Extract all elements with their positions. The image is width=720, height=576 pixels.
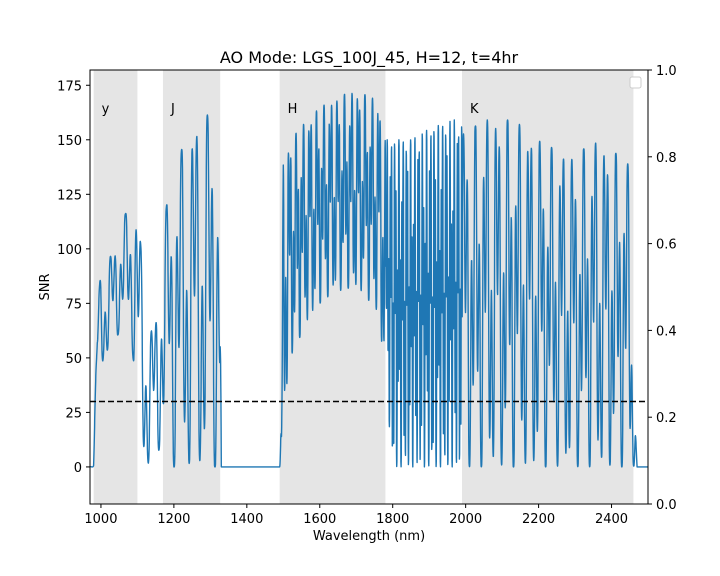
x-tick-label: 1200: [157, 512, 190, 527]
y-tick-label: 0: [74, 461, 82, 476]
x-tick-label: 1400: [230, 512, 263, 527]
y-tick-label: 125: [57, 188, 82, 203]
plot-border: [89, 69, 649, 505]
y-tick-label: 50: [65, 352, 82, 367]
chart-title: AO Mode: LGS_100J_45, H=12, t=4hr: [220, 48, 519, 68]
y2-tick-label: 0.4: [656, 324, 677, 339]
axis-ticks: 1000 1200 1400 1600 1800 2000 2200 2400 0 25 50 75 1…: [57, 64, 677, 527]
band-label-j: J: [170, 102, 175, 117]
legend-box: [629, 76, 642, 89]
x-tick-label: 2200: [522, 512, 555, 527]
y2-tick-label: 0.2: [656, 411, 677, 426]
y2-tick-label: 0.0: [656, 498, 677, 513]
x-tick-label: 2000: [449, 512, 482, 527]
band-label-h: H: [288, 102, 298, 117]
y-tick-label: 75: [65, 297, 82, 312]
y-tick-label: 100: [57, 243, 82, 258]
y2-tick-label: 0.6: [656, 238, 677, 253]
band-label-k: K: [470, 102, 479, 117]
x-tick-label: 2400: [595, 512, 628, 527]
x-tick-label: 1800: [376, 512, 409, 527]
snr-series: [89, 92, 649, 468]
x-axis-title: Wavelength (nm): [313, 529, 425, 544]
plot-frame: [89, 69, 649, 505]
y2-tick-label: 0.8: [656, 151, 677, 166]
y-axis-title: SNR: [38, 273, 53, 300]
band-label-y: y: [102, 102, 110, 117]
x-tick-label: 1000: [84, 512, 117, 527]
y2-tick-label: 1.0: [656, 64, 677, 79]
y-tick-label: 150: [57, 134, 82, 149]
x-tick-label: 1600: [303, 512, 336, 527]
snr-line: [89, 92, 649, 468]
y-tick-label: 175: [57, 79, 82, 94]
y-tick-label: 25: [65, 406, 82, 421]
